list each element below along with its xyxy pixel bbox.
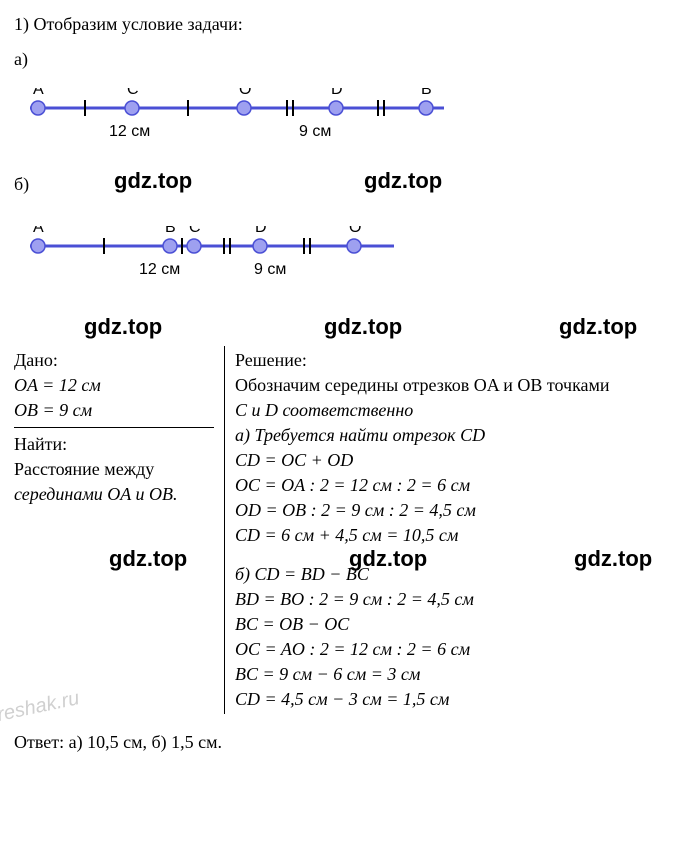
solution-line: CD = 4,5 см − 3 см = 1,5 см (235, 689, 686, 710)
find-line: Расстояние между (14, 459, 214, 480)
svg-text:A: A (33, 88, 44, 98)
solution-line: BD = BO : 2 = 9 см : 2 = 4,5 см (235, 589, 686, 610)
solution-title: Решение: (235, 350, 686, 371)
watermark: gdz.top (364, 168, 442, 194)
solution-line: CD = 6 см + 4,5 см = 10,5 см (235, 525, 686, 546)
svg-text:O: O (349, 226, 361, 236)
watermark: gdz.top (114, 168, 192, 194)
svg-text:12 см: 12 см (139, 261, 180, 278)
svg-text:A: A (33, 226, 44, 236)
svg-text:9 см: 9 см (254, 261, 286, 278)
diagram-b-svg: A B C D O 12 см 9 см (14, 226, 404, 288)
given-divider (14, 427, 214, 428)
watermark: gdz.top (559, 314, 637, 340)
solution-intro: Обозначим середины отрезков OA и OB точк… (235, 375, 686, 396)
svg-text:9 см: 9 см (299, 123, 331, 140)
find-title: Найти: (14, 434, 214, 455)
solution-line: CD = OC + OD (235, 450, 686, 471)
diagram-a: A C O D B 12 см 9 см (14, 88, 686, 150)
diagram-b: A B C D O 12 см 9 см (14, 226, 686, 288)
solution-text: CD = 6 см + 4,5 см = 10,5 см (235, 525, 458, 545)
proof-block: Дано: OA = 12 см OB = 9 см Найти: Рассто… (14, 346, 686, 714)
solution-intro-text: Обозначим середины отрезков OA и OB точк… (235, 375, 610, 395)
solution-line: BC = OB − OC (235, 614, 686, 635)
solution-a-title: а) Требуется найти отрезок CD (235, 425, 686, 446)
solution-column: Решение: Обозначим середины отрезков OA … (224, 346, 686, 714)
solution-b-title: б) CD = BD − BC (235, 564, 686, 585)
given-title: Дано: (14, 350, 214, 371)
watermark: gdz.top (324, 314, 402, 340)
find-line: серединами OA и OB. (14, 484, 214, 505)
answer: Ответ: а) 10,5 см, б) 1,5 см. (14, 732, 686, 753)
svg-text:D: D (331, 88, 343, 98)
svg-text:D: D (255, 226, 267, 236)
svg-text:O: O (239, 88, 251, 98)
solution-line: OC = OA : 2 = 12 см : 2 = 6 см (235, 475, 686, 496)
svg-text:B: B (165, 226, 176, 236)
part-a-label: а) (14, 49, 686, 70)
solution-line: OC = AO : 2 = 12 см : 2 = 6 см (235, 639, 686, 660)
given-line: OA = 12 см (14, 375, 214, 396)
solution-line: OD = OB : 2 = 9 см : 2 = 4,5 см (235, 500, 686, 521)
svg-text:12 см: 12 см (109, 123, 150, 140)
solution-intro2: C и D соответственно (235, 400, 686, 421)
svg-text:B: B (421, 88, 432, 98)
solution-line: BC = 9 см − 6 см = 3 см (235, 664, 686, 685)
svg-text:C: C (127, 88, 139, 98)
find-text: серединами OA и OB. (14, 484, 177, 504)
heading: 1) Отобразим условие задачи: (14, 14, 686, 35)
svg-text:C: C (189, 226, 201, 236)
given-line: OB = 9 см (14, 400, 214, 421)
given-column: Дано: OA = 12 см OB = 9 см Найти: Рассто… (14, 346, 224, 714)
diagram-a-svg: A C O D B 12 см 9 см (14, 88, 454, 150)
part-b-label: б) (14, 174, 29, 195)
watermark: gdz.top (84, 314, 162, 340)
